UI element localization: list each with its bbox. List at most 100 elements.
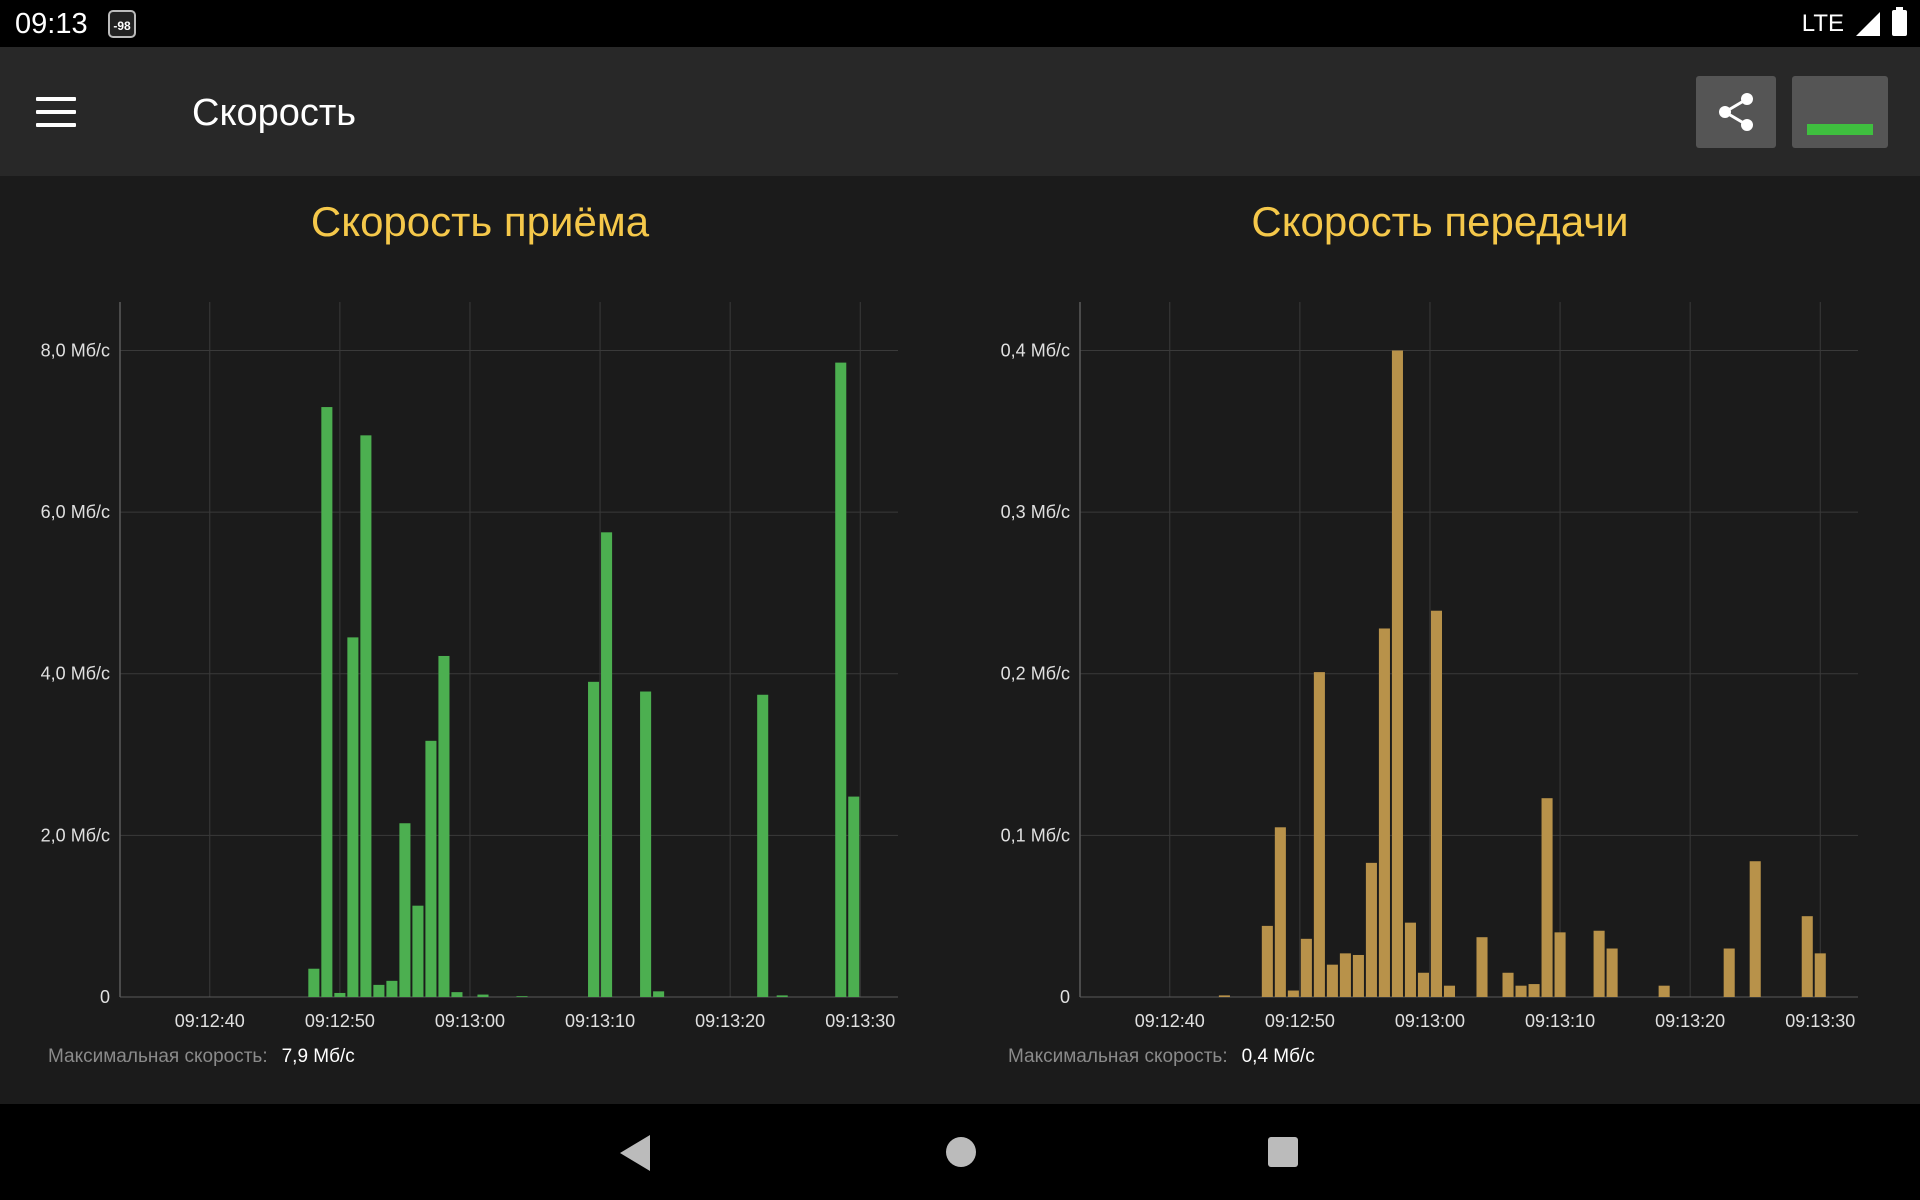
tx-bar: [1554, 932, 1566, 997]
tx-bar: [1606, 948, 1618, 997]
rx-max-speed-value: 7,9 Мб/с: [281, 1046, 355, 1067]
tx-bar: [1593, 930, 1605, 997]
rx-x-tick-label: 09:12:50: [305, 1011, 375, 1031]
tx-bar: [1476, 937, 1488, 997]
rx-bar: [438, 655, 450, 997]
recent-apps-icon[interactable]: [1268, 1137, 1298, 1167]
tx-bar: [1378, 628, 1390, 997]
rx-bar: [653, 991, 665, 997]
tx-bar: [1658, 985, 1670, 997]
tx-bar: [1313, 672, 1325, 997]
rx-bar: [412, 905, 424, 997]
tx-speed-chart: 09:12:40 09:12:50 09:13:00 09:13:10 09:13:20…: [1001, 302, 1858, 1031]
tx-bar: [1326, 964, 1338, 997]
rx-bar: [360, 435, 372, 997]
rx-x-tick-label: 09:13:20: [695, 1011, 765, 1031]
rx-y-tick-label: 4,0 Мб/с: [41, 664, 110, 684]
menu-icon[interactable]: [36, 97, 76, 127]
share-button[interactable]: [1696, 76, 1776, 148]
rx-x-tick-label: 09:13:10: [565, 1011, 635, 1031]
tx-bar: [1814, 953, 1826, 997]
rx-bar: [334, 992, 346, 997]
rx-bar: [776, 995, 788, 997]
rx-x-tick-label: 09:13:30: [825, 1011, 895, 1031]
tx-bar: [1261, 925, 1273, 997]
tx-bar: [1723, 948, 1735, 997]
rx-y-tick-label: 2,0 Мб/с: [41, 825, 110, 845]
signal-icon: [1856, 12, 1880, 36]
rx-bar: [451, 992, 463, 997]
notification-badge-icon: -98: [108, 10, 136, 38]
tx-y-tick-label: 0,2 Мб/с: [1001, 664, 1070, 684]
rx-y-tick-label: 6,0 Мб/с: [41, 502, 110, 522]
tx-y-tick-label: 0,1 Мб/с: [1001, 825, 1070, 845]
share-icon: [1719, 93, 1753, 131]
tx-chart-title: Скорость передачи: [1251, 198, 1629, 245]
tx-bar: [1749, 861, 1761, 997]
minimize-button[interactable]: [1792, 76, 1888, 148]
rx-bar: [386, 980, 398, 997]
rx-bar: [321, 407, 333, 998]
page-title: Скорость: [192, 92, 357, 134]
tx-max-speed: Максимальная скорость: 0,4 Мб/с: [1008, 1046, 1315, 1068]
rx-bar: [425, 740, 437, 997]
tx-bar: [1274, 827, 1286, 997]
tx-bar: [1528, 984, 1540, 997]
tx-grid: [1080, 302, 1858, 997]
tx-bar: [1515, 985, 1527, 997]
rx-x-tick-label: 09:12:40: [175, 1011, 245, 1031]
tx-x-tick-label: 09:13:20: [1655, 1011, 1725, 1031]
tx-bar: [1502, 972, 1514, 997]
tx-bar: [1339, 953, 1351, 997]
tx-bar: [1443, 985, 1456, 997]
tx-bar: [1300, 938, 1312, 997]
rx-bar: [373, 984, 385, 997]
tx-max-speed-value: 0,4 Мб/с: [1241, 1046, 1315, 1067]
tx-bar: [1404, 922, 1416, 997]
tx-x-tick-label: 09:13:10: [1525, 1011, 1595, 1031]
rx-bar: [308, 968, 320, 997]
tx-bar: [1352, 954, 1364, 997]
rx-bar: [640, 691, 652, 997]
rx-bar: [835, 362, 847, 997]
tx-x-tick-label: 09:13:30: [1785, 1011, 1855, 1031]
rx-bar: [848, 796, 860, 997]
tx-bar: [1430, 610, 1443, 997]
tx-bar: [1417, 972, 1429, 997]
tx-bar: [1541, 798, 1553, 997]
rx-x-tick-label: 09:13:00: [435, 1011, 505, 1031]
rx-bar: [601, 532, 613, 997]
tx-bar: [1801, 916, 1813, 997]
status-time: 09:13: [15, 8, 88, 40]
rx-max-speed-label: Максимальная скорость:: [48, 1046, 268, 1067]
rx-y-tick-label: 0: [100, 987, 110, 1007]
rx-y-tick-label: 8,0 Мб/с: [41, 340, 110, 360]
tx-bar: [1218, 995, 1230, 997]
rx-bar: [399, 823, 411, 997]
tx-y-tick-label: 0: [1060, 987, 1070, 1007]
tx-bar: [1391, 350, 1403, 997]
tx-bar: [1287, 990, 1299, 997]
status-bar: 09:13 -98 LTE: [0, 0, 1920, 47]
home-icon[interactable]: [946, 1137, 976, 1167]
rx-bar: [477, 994, 489, 997]
rx-bar: [516, 996, 528, 997]
rx-bar: [347, 637, 359, 997]
battery-icon: [1892, 7, 1907, 36]
tx-x-tick-label: 09:12:50: [1265, 1011, 1335, 1031]
tx-x-tick-label: 09:12:40: [1135, 1011, 1205, 1031]
app-bar: Скорость: [0, 47, 1920, 176]
navigation-bar: [0, 1104, 1920, 1200]
rx-speed-chart: 09:12:40 09:12:50 09:13:00 09:13:10 09:13:20…: [41, 302, 898, 1031]
back-icon[interactable]: [620, 1135, 650, 1171]
tx-bar: [1365, 862, 1377, 997]
rx-grid: [120, 302, 898, 997]
network-type: LTE: [1801, 10, 1844, 37]
minimize-icon: [1807, 124, 1873, 135]
tx-y-tick-label: 0,4 Мб/с: [1001, 340, 1070, 360]
rx-bar: [757, 694, 769, 997]
tx-x-tick-label: 09:13:00: [1395, 1011, 1465, 1031]
tx-y-tick-label: 0,3 Мб/с: [1001, 502, 1070, 522]
tx-max-speed-label: Максимальная скорость:: [1008, 1046, 1228, 1067]
rx-bar: [588, 681, 600, 997]
